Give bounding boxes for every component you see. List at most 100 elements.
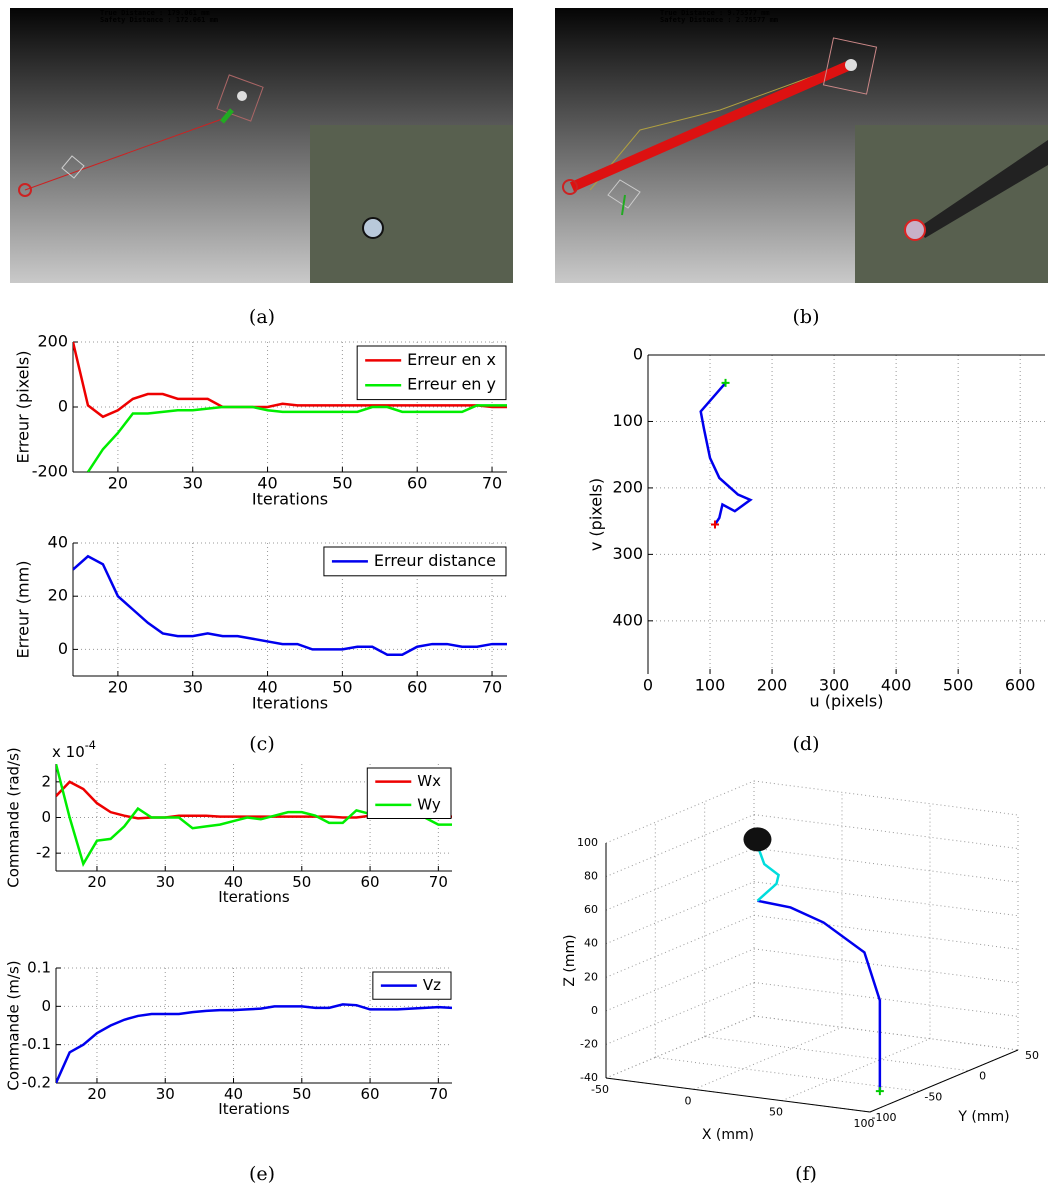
x-tick-label: 600 (1005, 676, 1036, 695)
y-tick-label: 0.1 (27, 959, 51, 977)
tool-shaft (220, 108, 234, 124)
camera-inset (855, 125, 1048, 283)
y-axis (869, 1049, 1019, 1113)
grid-line (753, 981, 1019, 1017)
instrument (918, 140, 1048, 238)
z-tick-label: 0 (591, 1004, 598, 1017)
overlay-text: True Distance : 179.061 mm (100, 9, 210, 17)
frame (607, 179, 641, 209)
x-tick-label: 70 (429, 873, 448, 891)
target (904, 219, 926, 241)
x-tick-label: 70 (482, 474, 502, 493)
x-tick-label: 50 (332, 678, 352, 697)
x-tick-label: 60 (407, 678, 427, 697)
x-axis-label: X (mm) (702, 1127, 754, 1143)
x-tick-label: 50 (769, 1106, 783, 1119)
grid-line (605, 914, 755, 978)
multiplier-base: x 10 (52, 743, 85, 761)
z-tick-label: 20 (584, 970, 598, 983)
y-tick-label: 200 (612, 477, 643, 496)
x-tick-label: 200 (757, 676, 788, 695)
x-tick-label: 500 (943, 676, 974, 695)
x-tick-label: 100 (695, 676, 726, 695)
grid-line (605, 1015, 755, 1079)
target (362, 217, 384, 239)
caption: (a) (249, 306, 275, 328)
series-line (757, 899, 882, 1092)
x-tick-label: -50 (591, 1083, 609, 1096)
y-tick-label: 0 (41, 808, 51, 826)
y-axis-label: Commande (m/s) (5, 960, 23, 1090)
y-tick-label: 200 (37, 332, 68, 351)
y-tick-label: 50 (1025, 1049, 1039, 1062)
legend-label: Wx (417, 772, 441, 790)
overlay-text: Safety Distance : 2.75577 mm (660, 16, 778, 24)
caption: (b) (793, 306, 820, 328)
grid-line (753, 1015, 1019, 1051)
x-tick-label: 400 (881, 676, 912, 695)
x-tick-label: 20 (108, 678, 128, 697)
sphere (845, 59, 857, 71)
x-tick-label: 40 (224, 1085, 243, 1103)
z-tick-label: 40 (584, 937, 598, 950)
grid-line (781, 1038, 931, 1102)
z-tick-label: 100 (577, 836, 598, 849)
legend-label: Erreur en y (407, 375, 496, 394)
x-tick-label: 40 (257, 678, 277, 697)
y-tick-label: -200 (32, 462, 68, 481)
y-tick-label: 100 (612, 411, 643, 430)
y-tick-label: 2 (41, 772, 51, 790)
x-tick-label: 30 (156, 873, 175, 891)
frame (61, 155, 85, 179)
grid-line (605, 981, 755, 1045)
z-tick-label: -40 (580, 1071, 598, 1084)
grid-line (605, 881, 755, 945)
series-line (86, 404, 507, 472)
legend: Erreur distance (323, 546, 507, 577)
grid-line (753, 780, 1019, 816)
x-axis-label: Iterations (252, 694, 328, 713)
x-tick-label: 20 (87, 1085, 106, 1103)
x-tick-label: 30 (183, 474, 203, 493)
y-axis-label: Y (mm) (957, 1109, 1009, 1125)
y-axis-label: Commande (rad/s) (5, 747, 23, 888)
x-axis-label: u (pixels) (810, 692, 884, 711)
grid-line (605, 948, 755, 1012)
x-tick-label: 30 (156, 1085, 175, 1103)
grid-line (753, 847, 1019, 883)
legend: Vz (372, 971, 452, 1000)
legend-label: Vz (423, 976, 441, 994)
sphere (237, 91, 247, 101)
marker (721, 378, 730, 387)
grid-line (704, 1036, 969, 1072)
legend: Wx Wy (366, 767, 452, 819)
series-line (56, 1003, 452, 1083)
distance-bar (569, 60, 853, 192)
x-tick-label: 60 (361, 873, 380, 891)
y-tick-label: 400 (612, 610, 643, 629)
x-tick-label: 60 (407, 474, 427, 493)
y-axis-label: Erreur (pixels) (14, 351, 33, 464)
x-tick-label: 100 (854, 1117, 875, 1130)
y-tick-label: -50 (924, 1090, 942, 1103)
y-tick-label: 0 (979, 1070, 986, 1083)
series-line (756, 844, 780, 902)
z-tick-label: -20 (580, 1037, 598, 1050)
distance-line (24, 117, 226, 191)
y-tick-label: -0.2 (22, 1074, 51, 1092)
y-tick-label: 40 (48, 533, 68, 552)
series-line (73, 342, 507, 419)
legend-label: Erreur en x (407, 350, 496, 369)
z-tick-label: 80 (584, 870, 598, 883)
marker (875, 1087, 884, 1096)
grid-line (753, 1015, 1019, 1051)
y-tick-label: 0 (58, 639, 68, 658)
overlay-text: Safety Distance : 172.061 mm (100, 16, 218, 24)
tool (562, 179, 578, 195)
y-tick-label: -2 (36, 844, 51, 862)
x-tick-label: 20 (87, 873, 106, 891)
y-axis-label: Erreur (mm) (14, 561, 33, 659)
legend-box (366, 767, 452, 819)
